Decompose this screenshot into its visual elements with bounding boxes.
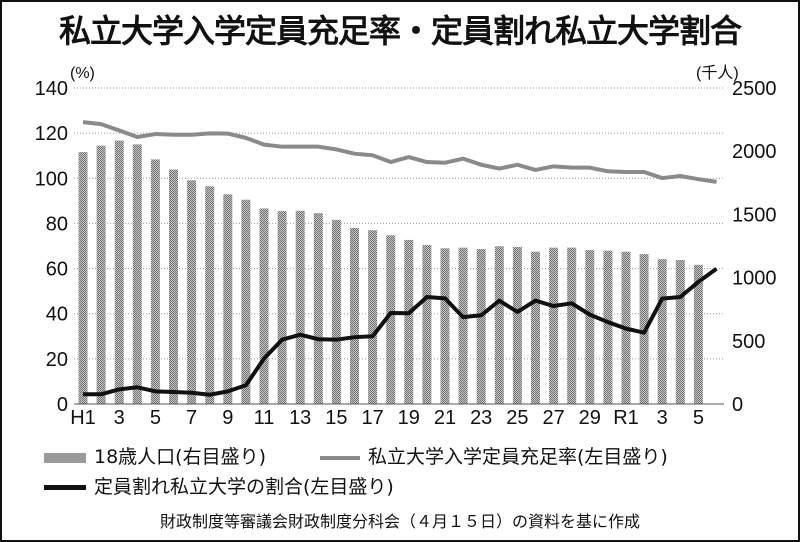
left-tick-label: 80 <box>46 213 68 235</box>
legend-swatch-gray-line <box>320 455 360 460</box>
x-tick-label: 19 <box>398 407 420 429</box>
bar-population <box>205 186 215 404</box>
bar-population <box>114 140 124 404</box>
legend-label: 定員割れ私立大学の割合(左目盛り) <box>94 476 394 498</box>
x-tick-label: 23 <box>470 407 492 429</box>
x-tick-label: 3 <box>657 407 668 429</box>
legend-item-population: 18歳人口(右目盛り) <box>44 442 266 469</box>
right-tick-label: 500 <box>732 331 765 353</box>
right-tick-label: 1000 <box>732 268 777 290</box>
x-tick-label: 17 <box>361 407 383 429</box>
x-tick-label: 29 <box>579 407 601 429</box>
x-tick-label: 13 <box>289 407 311 429</box>
left-tick-label: 0 <box>57 394 68 416</box>
bar-population <box>693 264 703 404</box>
right-tick-label: 2000 <box>732 141 777 163</box>
left-axis-unit: (%) <box>70 65 95 82</box>
left-tick-label: 140 <box>35 78 68 100</box>
bar-population <box>675 260 685 404</box>
bar-population <box>531 251 540 404</box>
x-tick-label: 11 <box>254 407 275 429</box>
bar-population <box>494 246 504 404</box>
bar-population <box>277 211 287 404</box>
bar-population <box>585 250 595 404</box>
legend-item-fill-rate: 私立大学入学定員充足率(左目盛り) <box>320 442 668 469</box>
x-tick-label: 25 <box>506 407 528 429</box>
right-tick-label: 1500 <box>732 204 777 226</box>
bar-population <box>241 199 251 404</box>
legend-label: 18歳人口(右目盛り) <box>94 446 267 468</box>
bar-population <box>422 244 432 404</box>
bar-population <box>458 247 468 404</box>
chart-title: 私立大学入学定員充足率・定員割れ私立大学割合 <box>58 12 742 50</box>
bar-population <box>331 219 341 404</box>
bar-population <box>386 235 396 404</box>
left-tick-label: 120 <box>35 123 68 145</box>
x-tick-label: 27 <box>542 407 564 429</box>
right-tick-label: 2500 <box>732 78 777 100</box>
bar-population <box>657 259 667 404</box>
left-tick-label: 40 <box>46 304 68 326</box>
line-under-capacity-ratio <box>83 267 718 397</box>
bar-population <box>603 250 613 404</box>
x-tick-label: 9 <box>222 407 233 429</box>
legend-swatch-bar <box>44 452 86 463</box>
bar-population <box>313 213 323 404</box>
bar-population <box>78 152 88 404</box>
line-fill-rate <box>82 120 717 184</box>
bar-population <box>187 180 197 404</box>
bar-population <box>169 169 178 404</box>
x-tick-label: H1 <box>70 407 96 429</box>
bar-population <box>259 208 269 404</box>
x-tick-label: 15 <box>325 407 347 429</box>
left-tick-label: 100 <box>35 168 68 190</box>
bar-population <box>440 248 450 404</box>
left-tick-label: 60 <box>46 259 68 281</box>
bar-population <box>350 227 359 404</box>
bar-population <box>404 239 414 404</box>
source-note: 財政制度等審議会財政制度分科会（４月１５日）の資料を基に作成 <box>159 512 640 531</box>
bar-population <box>476 249 486 404</box>
bar-population <box>96 145 106 404</box>
x-tick-label: R1 <box>613 407 639 429</box>
bar-population <box>512 247 522 404</box>
left-tick-label: 20 <box>46 349 68 371</box>
right-tick-label: 0 <box>732 394 743 416</box>
x-tick-label: 3 <box>114 407 125 429</box>
bar-population <box>295 210 305 404</box>
bar-population <box>567 247 577 404</box>
bar-population <box>368 230 378 404</box>
x-tick-label: 7 <box>186 407 197 429</box>
right-axis-unit: (千人) <box>696 64 739 82</box>
bar-population <box>132 144 142 405</box>
x-tick-label: 5 <box>150 407 161 429</box>
legend-swatch-black-line <box>44 485 86 490</box>
bar-population <box>549 247 559 404</box>
x-tick-label: 21 <box>434 407 456 429</box>
legend-item-under-capacity: 定員割れ私立大学の割合(左目盛り) <box>44 472 394 499</box>
x-tick-label: 5 <box>693 407 704 429</box>
legend-label: 私立大学入学定員充足率(左目盛り) <box>368 446 668 468</box>
bar-population <box>223 194 233 404</box>
bar-population <box>150 159 160 404</box>
